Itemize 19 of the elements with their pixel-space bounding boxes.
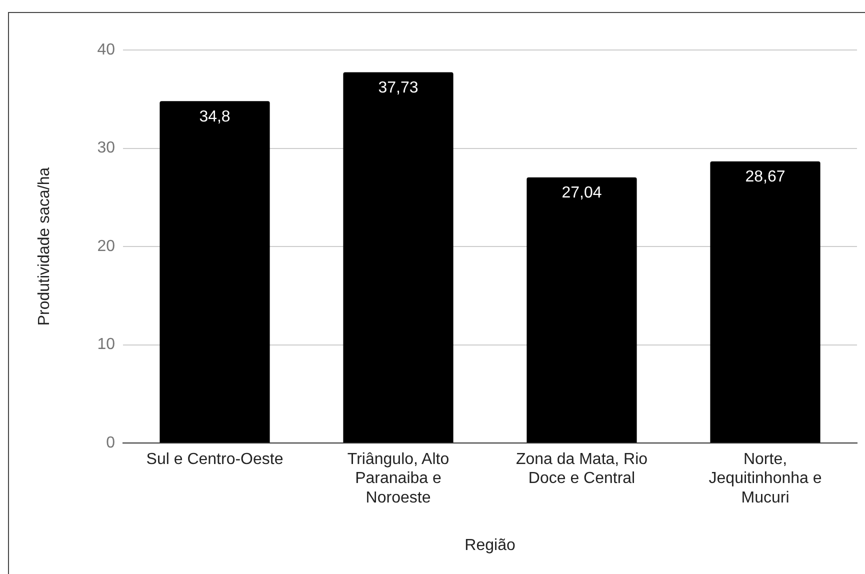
data-label: 34,8 [199, 108, 230, 126]
y-tick-label: 10 [97, 336, 116, 354]
data-label: 28,67 [745, 168, 786, 186]
y-tick-label: 20 [97, 238, 116, 255]
y-axis-title: Produtividade saca/ha [36, 167, 54, 326]
data-label: 27,04 [562, 184, 602, 202]
y-tick-label: 40 [97, 41, 116, 58]
bar [526, 177, 637, 442]
x-axis-title: Região [464, 536, 516, 554]
y-tick-label: 0 [106, 434, 116, 452]
x-tick-label: Zona da Mata, Rio Doce e Central [516, 451, 648, 488]
bar [160, 101, 270, 442]
y-tick-label: 30 [97, 140, 116, 157]
x-tick-label: Triângulo, Alto Paranaiba e Noroeste [347, 451, 450, 506]
data-label: 37,73 [378, 80, 418, 97]
bar [710, 161, 820, 442]
bar [343, 72, 454, 442]
x-tick-label: Norte, Jequitinhonha e Mucuri [708, 451, 822, 506]
x-tick-label: Sul e Centro-Oeste [146, 451, 284, 468]
